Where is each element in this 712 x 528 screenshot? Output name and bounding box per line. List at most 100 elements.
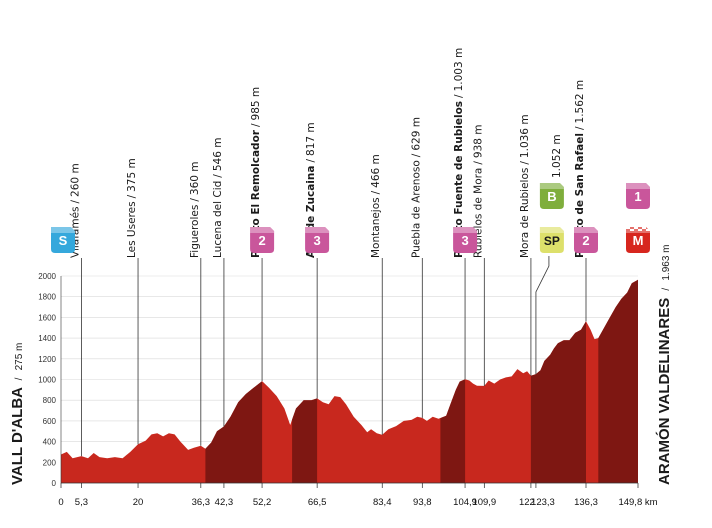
waypoint-altitude: 817 m: [305, 122, 317, 156]
y-tick-label: 400: [43, 438, 57, 447]
x-tick-label: 109,9: [472, 497, 496, 508]
waypoint-separator: /: [370, 190, 382, 194]
x-tick-label: 123,3: [531, 497, 555, 508]
climb-segment: [440, 379, 466, 483]
checker-square: [642, 227, 646, 229]
finish-altitude: 1.963 m: [661, 245, 672, 281]
finish-name: ARAMÓN VALDELINARES: [655, 298, 673, 485]
waypoint-separator: /: [305, 159, 317, 163]
x-tick-label: 104,9: [453, 497, 477, 508]
start-name: VALL D'ALBA: [9, 387, 26, 485]
summit-finish-badge: M: [626, 227, 650, 253]
waypoint-separator: /: [126, 194, 138, 198]
checker-square: [646, 229, 650, 231]
badge-top-accent: [539, 183, 564, 189]
y-tick-label: 0: [52, 479, 57, 488]
badge-top-accent: [453, 227, 478, 233]
waypoint-label: Puerto El Remolcador / 985 m: [250, 87, 262, 258]
y-tick-label: 800: [43, 396, 57, 405]
waypoint-altitude: 629 m: [410, 117, 422, 151]
x-tick-label: 0: [58, 497, 63, 508]
badge-shape: [574, 227, 598, 253]
waypoint-altitude: 1.052 m: [551, 134, 563, 178]
y-tick-label: 1000: [38, 376, 56, 385]
waypoint-label: Puebla de Arenoso / 629 m: [410, 117, 422, 258]
badge-shape: [626, 227, 650, 253]
badge-shape: [305, 227, 330, 253]
badge-label: 1: [634, 189, 641, 204]
finish-label: ARAMÓN VALDELINARES / 1.963 m: [655, 245, 673, 486]
x-tick-label: 36,3: [192, 497, 211, 508]
waypoint-label: Les Useres / 375 m: [126, 158, 138, 258]
waypoint-name: Lucena del Cid: [212, 181, 224, 258]
x-axis: 0 5,3 20 36,3 42,3 52,2 66,5 83,4 93,8 104,9109,9…: [58, 276, 658, 508]
waypoint-leader-lines: [81, 256, 587, 457]
category-2-badge: 2: [250, 227, 275, 253]
waypoint-label: Lucena del Cid / 546 m: [212, 138, 224, 258]
waypoint-separator: /: [189, 198, 201, 202]
badge-top-accent: [574, 227, 598, 233]
start-badge: S: [51, 227, 75, 253]
finish-separator: /: [661, 288, 672, 291]
waypoint-leader: [535, 256, 550, 375]
waypoint-name: Figueroles: [189, 205, 201, 258]
badge-top-accent: [305, 227, 330, 233]
category-1-badge: 1: [626, 183, 650, 209]
waypoint-altitude: 466 m: [370, 154, 382, 188]
y-tick-label: 2000: [38, 272, 56, 281]
badge-label: 3: [313, 233, 320, 248]
category-3-badge: 3: [305, 227, 330, 253]
waypoint-name: Les Useres: [126, 201, 138, 258]
checker-square: [626, 227, 630, 229]
waypoint-name: Puerto El Remolcador: [250, 129, 262, 258]
badge-shape: [539, 227, 564, 253]
x-tick-label: 42,3: [215, 497, 234, 508]
x-tick-label: 122: [519, 497, 535, 508]
waypoint-label: Montanejos / 466 m: [370, 154, 382, 258]
waypoint-label: Puerto de San Rafael / 1.562 m: [574, 80, 586, 258]
waypoint-altitude: 375 m: [126, 158, 138, 192]
waypoint-separator: /: [212, 174, 224, 178]
badge-top-accent: [51, 227, 75, 233]
badge-label: 2: [582, 233, 589, 248]
x-tick-label: 149,8 km: [618, 497, 657, 508]
y-tick-label: 1200: [38, 355, 56, 364]
y-tick-label: 200: [43, 458, 57, 467]
waypoint-separator: /: [250, 123, 262, 127]
waypoint-label: Figueroles / 360 m: [189, 162, 201, 259]
elevation-profile: [61, 279, 638, 483]
climb-segment: [598, 279, 638, 483]
climb-segment: [292, 398, 318, 483]
bonus-badge: B: [539, 183, 564, 209]
waypoint-name: Mora de Rubielos: [519, 168, 531, 258]
waypoint-altitude: 1.036 m: [519, 114, 531, 158]
y-axis-ticks: 0 200 400 600 800 1000 1200 1400 1600 1800 2000: [38, 272, 56, 488]
badge-label: 3: [461, 233, 468, 248]
start-label: VALL D'ALBA / 275 m: [9, 343, 26, 485]
badge-label: B: [547, 189, 556, 204]
waypoint-separator: /: [410, 153, 422, 157]
waypoint-separator: /: [453, 94, 465, 98]
waypoint-name: Puerto Fuente de Rubielos: [453, 101, 465, 258]
waypoint-altitude: 260 m: [69, 163, 81, 197]
waypoint-separator: /: [519, 161, 531, 165]
badge-shape: [250, 227, 275, 253]
y-tick-label: 1800: [38, 293, 56, 302]
waypoint-altitude: 1.562 m: [574, 80, 586, 124]
badge-label: M: [633, 233, 644, 248]
waypoint-name: Puebla de Arenoso: [410, 160, 422, 258]
y-tick-label: 1400: [38, 334, 56, 343]
waypoint-name: Puerto de San Rafael: [574, 133, 586, 258]
badge-top-accent: [539, 227, 564, 233]
x-tick-label: 5,3: [75, 497, 88, 508]
waypoint-label: 1.052 m: [551, 134, 563, 178]
badge-shape: [539, 183, 564, 209]
checker-square: [634, 227, 638, 229]
waypoint-altitude: 546 m: [212, 138, 224, 172]
start-altitude: 275 m: [14, 343, 25, 371]
badge-label: SP: [544, 234, 560, 248]
y-tick-label: 600: [43, 417, 57, 426]
waypoint-name: Montanejos: [370, 197, 382, 258]
